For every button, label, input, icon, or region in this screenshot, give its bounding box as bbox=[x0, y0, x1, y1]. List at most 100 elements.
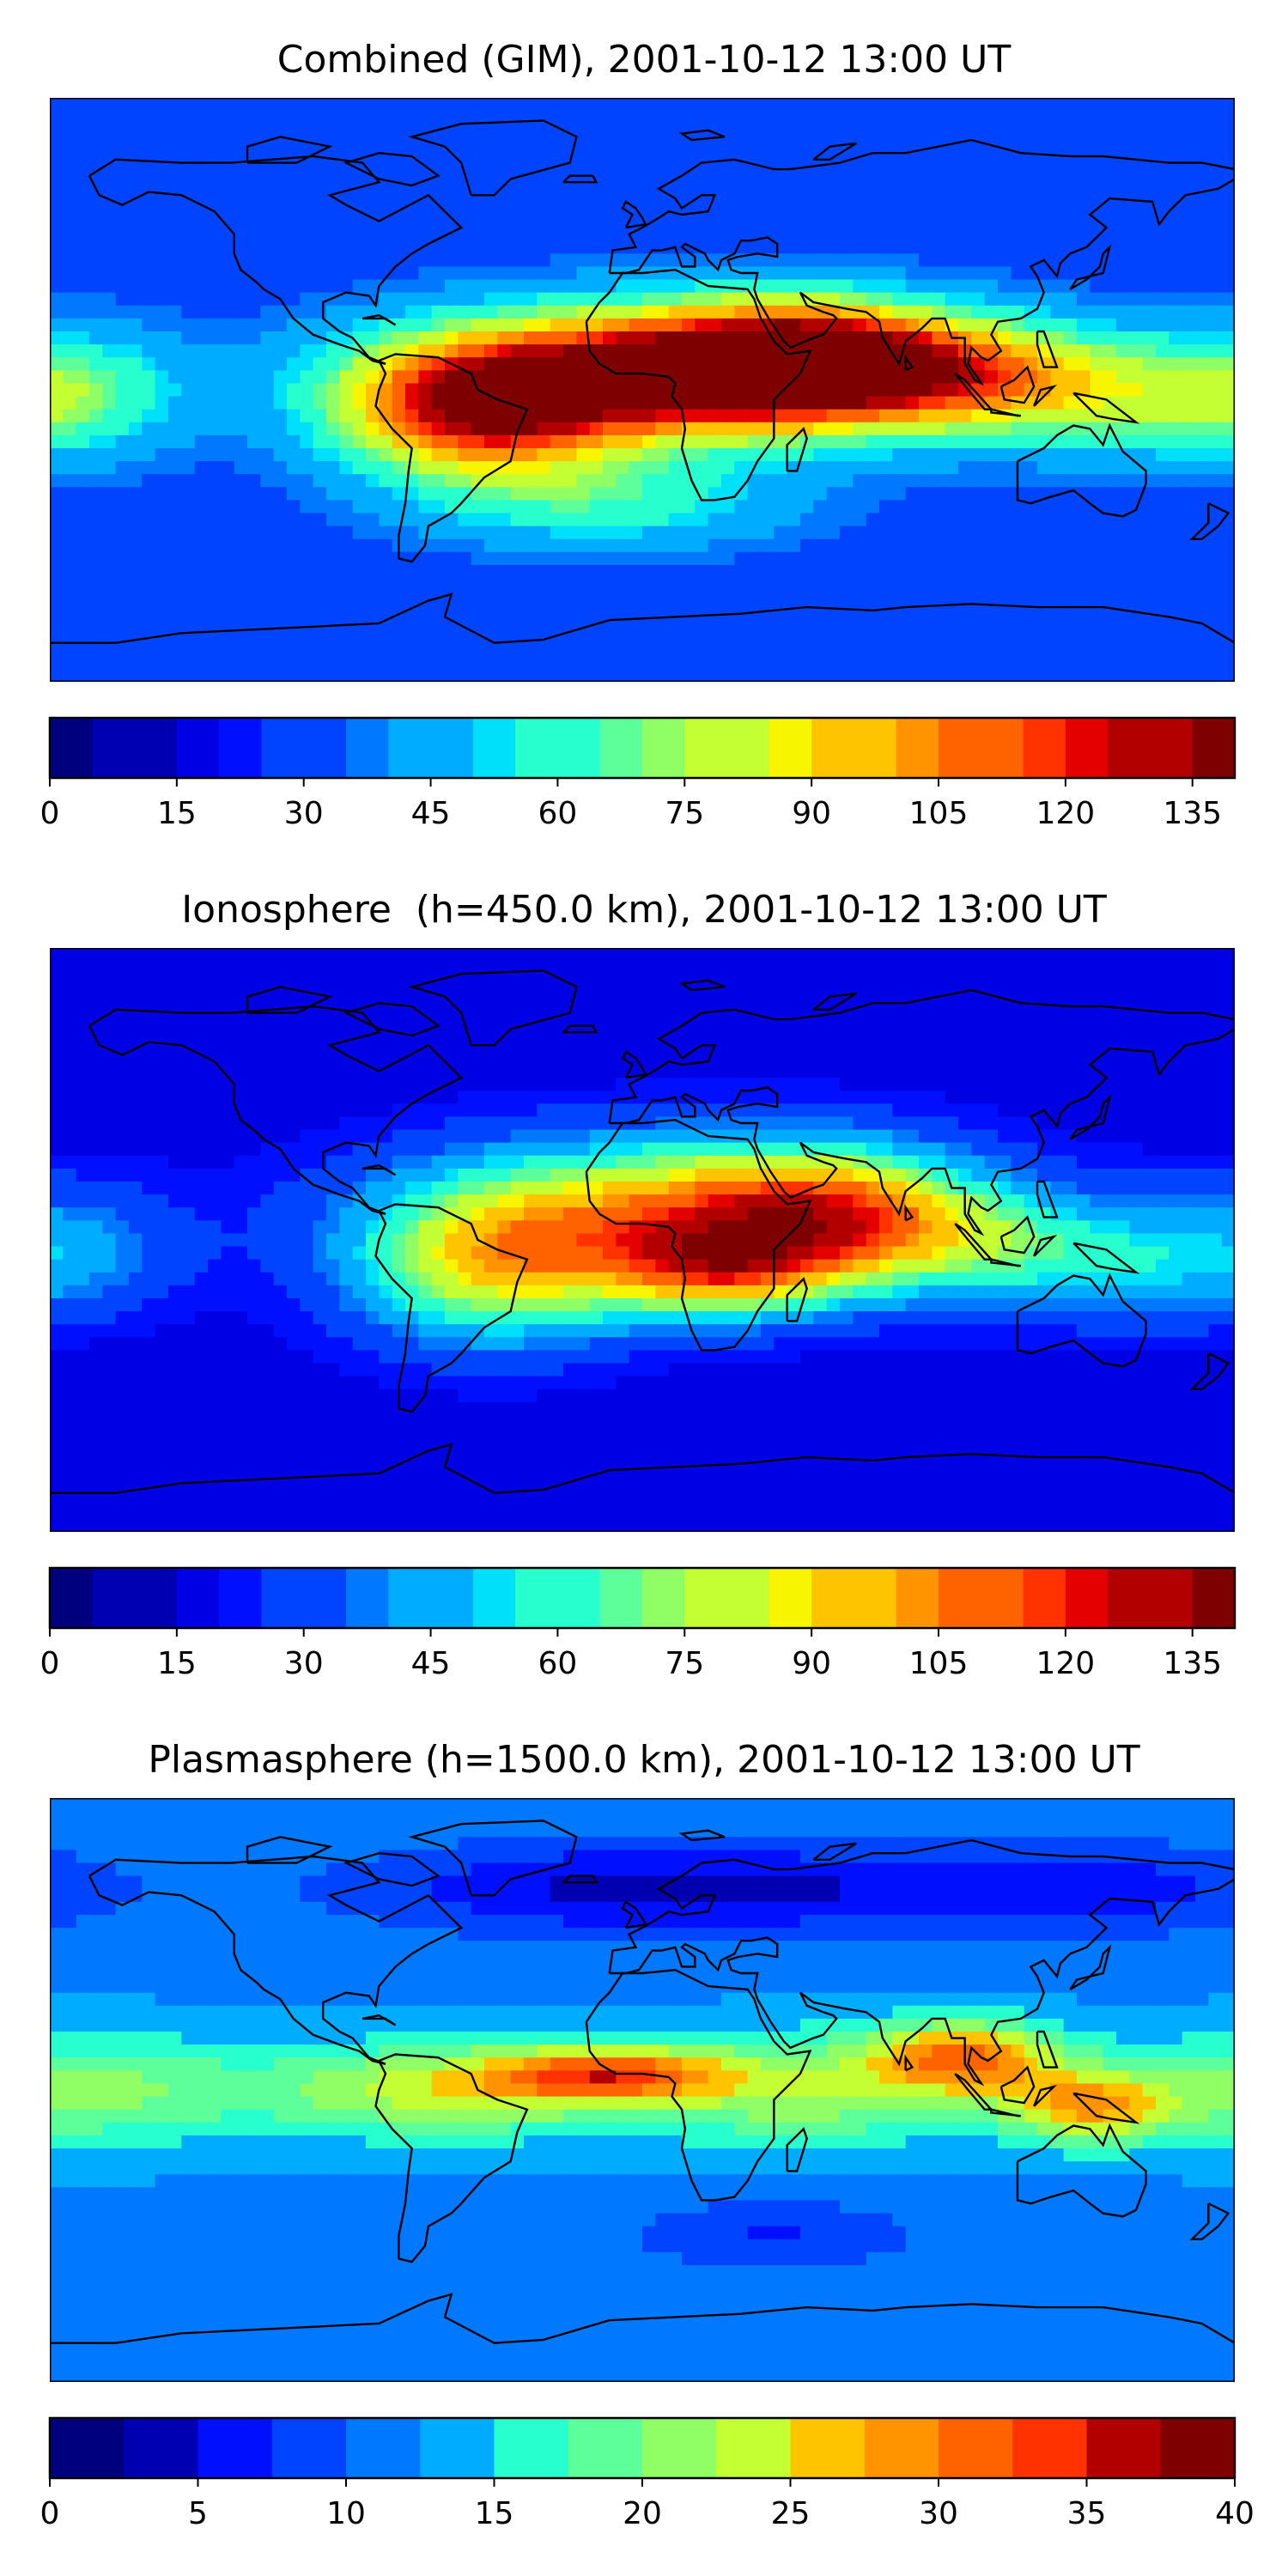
field-cell bbox=[945, 500, 960, 514]
field-cell bbox=[392, 434, 407, 450]
field-cell bbox=[392, 279, 407, 294]
field-cell bbox=[761, 655, 775, 671]
field-cell bbox=[800, 162, 815, 177]
field-cell bbox=[445, 434, 459, 450]
field-cell bbox=[998, 240, 1012, 255]
field-cell bbox=[194, 253, 210, 268]
field-cell bbox=[537, 565, 551, 580]
field-cell bbox=[1129, 513, 1144, 527]
field-cell bbox=[115, 526, 131, 540]
field-cell bbox=[998, 279, 1012, 294]
field-cell bbox=[102, 655, 117, 671]
field-cell bbox=[524, 228, 538, 242]
field-cell bbox=[958, 409, 973, 423]
field-cell bbox=[853, 331, 867, 346]
field-cell bbox=[971, 487, 986, 501]
field-cell bbox=[892, 974, 907, 988]
field-cell bbox=[313, 1038, 328, 1054]
field-cell bbox=[682, 409, 696, 423]
field-cell bbox=[287, 279, 301, 294]
field-cell bbox=[484, 591, 499, 605]
field-cell bbox=[642, 175, 657, 190]
field-cell bbox=[919, 999, 933, 1014]
field-cell bbox=[945, 228, 960, 242]
field-cell bbox=[484, 642, 499, 657]
field-cell bbox=[998, 149, 1012, 164]
field-cell bbox=[471, 1012, 486, 1027]
field-cell bbox=[840, 422, 854, 437]
field-cell bbox=[1011, 279, 1025, 294]
field-cell bbox=[1037, 591, 1052, 605]
field-cell bbox=[1129, 188, 1144, 204]
field-cell bbox=[181, 617, 196, 631]
field-cell bbox=[208, 474, 222, 489]
field-cell bbox=[958, 422, 973, 437]
field-cell bbox=[392, 987, 407, 1001]
field-cell bbox=[234, 513, 249, 527]
field-cell bbox=[471, 591, 486, 605]
field-cell bbox=[89, 487, 104, 501]
field-cell bbox=[273, 253, 289, 268]
field-cell bbox=[1195, 292, 1210, 307]
field-cell bbox=[129, 668, 143, 682]
field-cell bbox=[1142, 487, 1157, 501]
field-cell bbox=[1156, 526, 1170, 540]
field-cell bbox=[695, 591, 709, 605]
field-cell bbox=[273, 279, 289, 294]
field-cell bbox=[234, 331, 249, 346]
field-cell bbox=[734, 513, 749, 527]
field-cell bbox=[418, 617, 433, 631]
field-cell bbox=[76, 526, 91, 540]
field-cell bbox=[945, 961, 960, 975]
field-cell bbox=[1221, 668, 1235, 682]
field-cell bbox=[287, 1012, 301, 1027]
colorbar-tick-label: 120 bbox=[1036, 796, 1096, 831]
field-cell bbox=[1037, 526, 1052, 540]
field-cell bbox=[840, 448, 854, 463]
field-cell bbox=[668, 215, 683, 229]
field-cell bbox=[708, 240, 723, 255]
field-cell bbox=[537, 500, 551, 514]
field-cell bbox=[1142, 448, 1157, 463]
field-cell bbox=[339, 331, 354, 346]
field-cell bbox=[1156, 422, 1170, 437]
field-cell bbox=[576, 124, 591, 138]
field-cell bbox=[287, 240, 301, 255]
field-cell bbox=[102, 578, 117, 592]
field-cell bbox=[234, 188, 249, 204]
field-cell bbox=[194, 1051, 210, 1066]
field-cell bbox=[418, 487, 433, 501]
field-cell bbox=[63, 448, 77, 463]
field-cell bbox=[221, 642, 235, 657]
field-cell bbox=[708, 175, 723, 190]
field-cell bbox=[471, 565, 486, 580]
field-cell bbox=[445, 578, 459, 592]
field-cell bbox=[339, 98, 354, 112]
field-cell bbox=[392, 448, 407, 463]
field-cell bbox=[958, 513, 973, 527]
field-cell bbox=[1050, 448, 1065, 463]
field-cell bbox=[1116, 98, 1131, 112]
field-cell bbox=[774, 948, 788, 963]
field-cell bbox=[445, 201, 459, 216]
field-cell bbox=[629, 999, 644, 1014]
field-cell bbox=[761, 344, 775, 359]
field-cell bbox=[919, 253, 933, 268]
colorbar-combined bbox=[48, 716, 1236, 787]
field-cell bbox=[958, 383, 973, 398]
field-cell bbox=[326, 1051, 341, 1066]
field-cell bbox=[1090, 974, 1104, 988]
field-cell bbox=[366, 474, 380, 489]
field-cell bbox=[352, 551, 368, 567]
field-cell bbox=[1208, 1038, 1223, 1054]
field-cell bbox=[1182, 604, 1197, 618]
field-cell bbox=[879, 668, 894, 682]
field-cell bbox=[840, 357, 854, 372]
field-cell bbox=[721, 162, 736, 177]
field-cell bbox=[616, 279, 630, 294]
field-cell bbox=[1156, 1025, 1170, 1040]
field-cell bbox=[932, 500, 946, 514]
field-cell bbox=[958, 987, 973, 1001]
field-cell bbox=[642, 948, 657, 963]
field-cell bbox=[826, 629, 841, 644]
